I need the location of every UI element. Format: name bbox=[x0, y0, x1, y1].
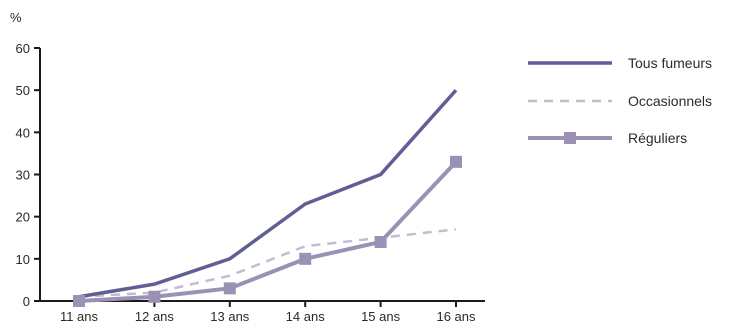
legend: Tous fumeurs Occasionnels Réguliers bbox=[528, 55, 712, 146]
series-layer bbox=[73, 89, 462, 307]
data-point-marker bbox=[73, 295, 85, 307]
x-tick-label: 12 ans bbox=[135, 309, 175, 324]
y-tick-label: 40 bbox=[16, 125, 30, 140]
legend-label: Réguliers bbox=[628, 130, 687, 146]
series-3 bbox=[73, 155, 462, 307]
y-tick-label: 50 bbox=[16, 83, 30, 98]
legend-item: Occasionnels bbox=[528, 93, 712, 109]
legend-label: Tous fumeurs bbox=[628, 55, 712, 71]
y-tick-label: 10 bbox=[16, 252, 30, 267]
y-axis-unit-label: % bbox=[10, 10, 22, 25]
x-tick-label: 14 ans bbox=[286, 309, 326, 324]
data-point-marker bbox=[374, 235, 387, 248]
series-2 bbox=[78, 228, 457, 299]
y-tick-label: 30 bbox=[16, 168, 30, 183]
series-line bbox=[78, 160, 458, 303]
legend-item: Réguliers bbox=[528, 130, 687, 146]
series-line bbox=[78, 89, 458, 299]
data-point-marker bbox=[148, 290, 161, 303]
data-point-marker bbox=[223, 282, 236, 295]
legend-marker bbox=[564, 132, 576, 144]
y-ticks: 0 10 20 30 40 50 60 bbox=[16, 41, 40, 309]
x-tick-label: 15 ans bbox=[361, 309, 401, 324]
legend-label: Occasionnels bbox=[628, 93, 712, 109]
x-tick-label: 16 ans bbox=[436, 309, 476, 324]
series-1 bbox=[78, 89, 458, 299]
y-tick-label: 20 bbox=[16, 210, 30, 225]
data-point-marker bbox=[299, 252, 312, 265]
y-tick-label: 0 bbox=[23, 294, 30, 309]
x-tick-label: 11 ans bbox=[60, 309, 99, 324]
y-tick-label: 60 bbox=[16, 41, 30, 56]
data-point-marker bbox=[450, 155, 462, 168]
legend-item: Tous fumeurs bbox=[528, 55, 712, 71]
series-line bbox=[78, 228, 457, 299]
x-ticks: 11 ans 12 ans 13 ans 14 ans 15 ans 16 ans bbox=[60, 301, 476, 324]
x-tick-label: 13 ans bbox=[210, 309, 250, 324]
